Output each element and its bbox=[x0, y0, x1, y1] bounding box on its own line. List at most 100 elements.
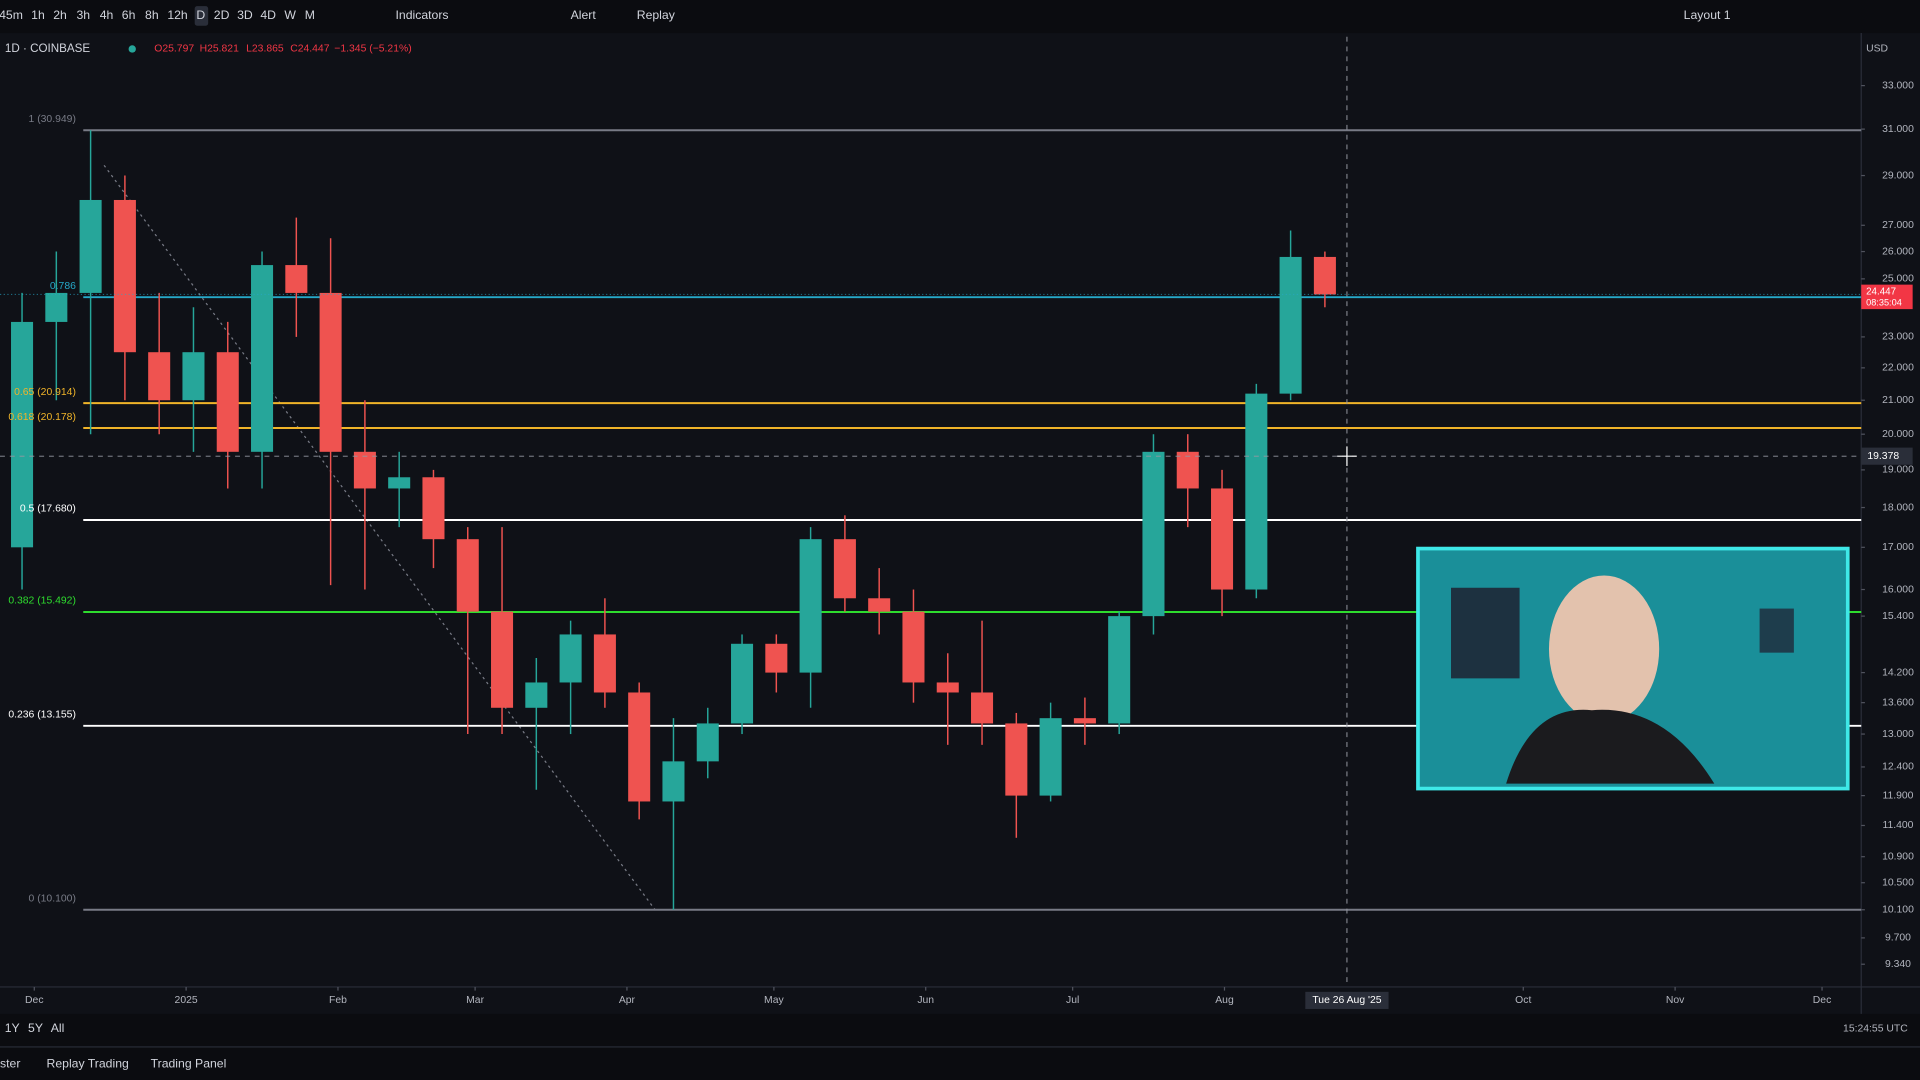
candle-body bbox=[251, 265, 274, 452]
x-tick-label: Oct bbox=[1515, 995, 1531, 1006]
fib-label: 0.65 (20.914) bbox=[14, 387, 76, 398]
candle-body bbox=[422, 477, 445, 540]
interval-button[interactable]: M bbox=[305, 8, 315, 22]
webcam-person bbox=[1548, 575, 1660, 723]
interval-button[interactable]: 45m bbox=[0, 8, 23, 22]
x-tick-label: May bbox=[764, 995, 784, 1006]
x-tick-label: Jul bbox=[1066, 995, 1079, 1006]
active-interval bbox=[194, 6, 209, 26]
panel-tab[interactable]: Replay Trading bbox=[47, 1056, 129, 1070]
range-button[interactable]: 5Y bbox=[28, 1021, 43, 1035]
alert-button[interactable]: Alert bbox=[571, 8, 597, 22]
crosshair-date-tag bbox=[1305, 991, 1389, 1009]
candle-body bbox=[1279, 256, 1302, 394]
range-button[interactable]: 1Y bbox=[5, 1021, 20, 1035]
y-tick-label: 26.000 bbox=[1882, 246, 1914, 257]
candle-body bbox=[593, 634, 616, 693]
candle-body bbox=[833, 539, 856, 599]
replay-button[interactable]: Replay bbox=[637, 8, 676, 22]
symbol-label: 1D · COINBASE bbox=[5, 42, 91, 55]
candle-body bbox=[1245, 393, 1268, 590]
fib-label: 0.618 (20.178) bbox=[8, 412, 76, 423]
y-tick-label: 13.000 bbox=[1882, 729, 1914, 740]
fib-label: 0.786 bbox=[50, 281, 76, 292]
interval-button[interactable]: 3D bbox=[237, 8, 253, 22]
x-tick-label: Aug bbox=[1215, 995, 1234, 1006]
crosshair-price-tag bbox=[1861, 447, 1913, 465]
candle-body bbox=[285, 265, 308, 293]
indicators-button[interactable]: Indicators bbox=[396, 8, 449, 22]
fib-label: 0.5 (17.680) bbox=[20, 504, 76, 515]
interval-button[interactable]: 4h bbox=[100, 8, 114, 22]
interval-button[interactable]: 2h bbox=[53, 8, 67, 22]
interval-button[interactable]: W bbox=[284, 8, 296, 22]
candle-body bbox=[1142, 451, 1165, 617]
fib-label: 0 (10.100) bbox=[29, 893, 76, 904]
ohlc-value: −1.345 (−5.21%) bbox=[334, 44, 411, 55]
candle-body bbox=[113, 199, 136, 353]
y-tick-label: 25.000 bbox=[1882, 274, 1914, 285]
y-tick-label: 23.000 bbox=[1882, 332, 1914, 343]
y-tick-label: 29.000 bbox=[1882, 170, 1914, 181]
candle-body bbox=[1005, 723, 1028, 796]
x-tick-label: Dec bbox=[25, 995, 43, 1006]
x-tick-label: Nov bbox=[1666, 995, 1685, 1006]
currency-selector[interactable]: USD bbox=[1866, 44, 1888, 55]
crosshair-date-label: Tue 26 Aug '25 bbox=[1312, 995, 1381, 1006]
y-tick-label: 11.900 bbox=[1882, 790, 1913, 801]
y-tick-label: 13.600 bbox=[1882, 697, 1914, 708]
candle-body bbox=[525, 682, 548, 708]
candle-body bbox=[216, 352, 239, 452]
x-tick-label: Jun bbox=[917, 995, 934, 1006]
y-tick-label: 16.000 bbox=[1882, 584, 1914, 595]
candle-body bbox=[1073, 718, 1096, 724]
x-tick-label: Feb bbox=[329, 995, 347, 1006]
candle-body bbox=[1108, 616, 1131, 724]
last-price-label: 24.447 bbox=[1866, 287, 1896, 298]
ohlc-value: O25.797 bbox=[154, 44, 194, 55]
panel-tab[interactable]: Trading Panel bbox=[151, 1056, 227, 1070]
trend-line bbox=[103, 164, 656, 911]
y-tick-label: 33.000 bbox=[1882, 80, 1914, 91]
candle-body bbox=[182, 352, 205, 401]
candle-body bbox=[971, 692, 994, 724]
candle-body bbox=[11, 321, 34, 548]
y-tick-label: 12.400 bbox=[1882, 762, 1914, 773]
status-dot bbox=[128, 45, 136, 53]
candle-body bbox=[868, 598, 891, 612]
candle-body bbox=[456, 539, 479, 612]
interval-button[interactable]: 12h bbox=[167, 8, 188, 22]
y-tick-label: 18.000 bbox=[1882, 502, 1914, 513]
y-tick-label: 21.000 bbox=[1882, 395, 1914, 406]
range-button[interactable]: All bbox=[51, 1021, 65, 1035]
x-tick-label: 2025 bbox=[175, 995, 198, 1006]
y-tick-label: 31.000 bbox=[1882, 124, 1914, 135]
interval-button[interactable]: 3h bbox=[76, 8, 90, 22]
ohlc-value: H25.821 bbox=[200, 44, 240, 55]
crosshair-price-label: 19.378 bbox=[1867, 451, 1899, 462]
last-price-tag bbox=[1861, 284, 1913, 310]
interval-button[interactable]: 6h bbox=[122, 8, 136, 22]
interval-button[interactable]: 8h bbox=[145, 8, 159, 22]
candle-body bbox=[319, 292, 342, 452]
top-toolbar bbox=[0, 0, 1920, 34]
interval-button[interactable]: D bbox=[196, 8, 205, 22]
y-tick-label: 17.000 bbox=[1882, 542, 1914, 553]
candle-body bbox=[799, 539, 822, 673]
interval-button[interactable]: 1h bbox=[31, 8, 45, 22]
candle-body bbox=[765, 643, 788, 673]
candle-body bbox=[353, 451, 376, 489]
candle-body bbox=[1313, 256, 1336, 295]
interval-button[interactable]: 4D bbox=[260, 8, 276, 22]
clock: 15:24:55 UTC bbox=[1843, 1023, 1908, 1034]
candle-body bbox=[559, 634, 582, 683]
candle-body bbox=[936, 682, 959, 693]
y-tick-label: 20.000 bbox=[1882, 429, 1914, 440]
panel-tab[interactable]: ster bbox=[0, 1056, 20, 1070]
webcam-poster bbox=[1451, 587, 1520, 679]
interval-button[interactable]: 2D bbox=[214, 8, 230, 22]
layout-button[interactable]: Layout 1 bbox=[1684, 8, 1731, 22]
webcam-overlay bbox=[1416, 546, 1850, 791]
